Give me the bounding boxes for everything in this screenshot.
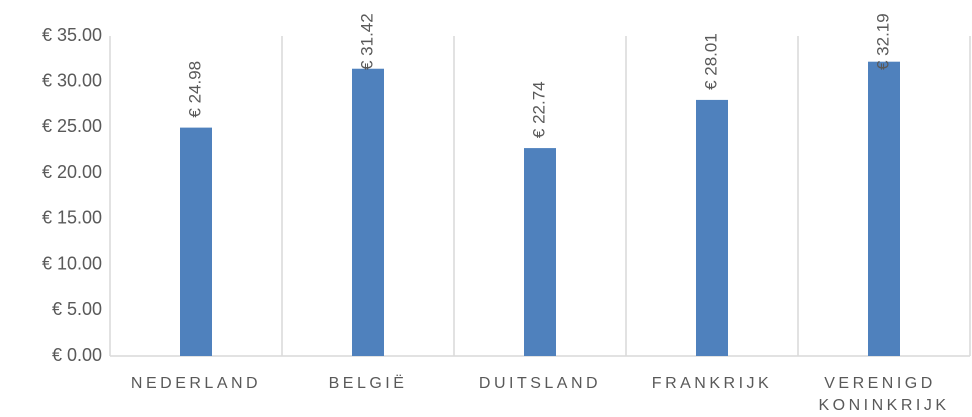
- data-label: € 22.74: [529, 81, 548, 138]
- x-tick-label: BELGIË: [329, 374, 408, 392]
- y-tick-label: € 30.00: [42, 70, 102, 90]
- bar: [696, 99, 728, 356]
- y-tick-label: € 15.00: [42, 208, 102, 228]
- y-tick-label: € 5.00: [52, 299, 102, 319]
- y-tick-label: € 35.00: [42, 25, 102, 45]
- x-tick-label: NEDERLAND: [131, 375, 261, 392]
- bar: [352, 68, 384, 356]
- bar: [868, 61, 900, 356]
- y-tick-label: € 0.00: [52, 345, 102, 365]
- y-tick-label: € 10.00: [42, 253, 102, 273]
- bar: [180, 127, 212, 357]
- data-label: € 24.98: [185, 61, 204, 118]
- x-tick-label: FRANKRIJK: [652, 375, 772, 392]
- data-label: € 32.19: [873, 13, 892, 70]
- y-tick-label: € 25.00: [42, 116, 102, 136]
- x-tick-label: DUITSLAND: [479, 375, 601, 392]
- data-label: € 28.01: [701, 33, 720, 90]
- x-tick-label: VERENIGD KONINKRIJK: [818, 375, 949, 414]
- bar: [524, 148, 556, 356]
- data-label: € 31.42: [357, 13, 376, 70]
- y-tick-label: € 20.00: [42, 162, 102, 182]
